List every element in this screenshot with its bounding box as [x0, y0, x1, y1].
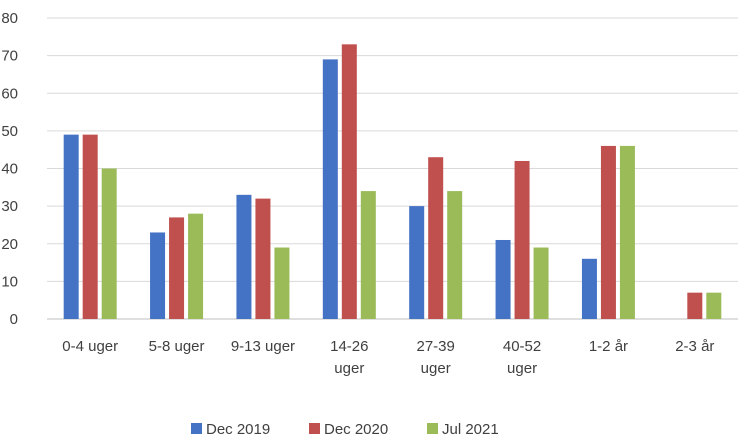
x-tick-label: 9-13 uger: [231, 338, 295, 355]
y-tick-label: 80: [1, 10, 18, 27]
x-tick-label: 0-4 uger: [62, 338, 118, 355]
y-tick-label: 10: [1, 273, 18, 290]
bar: [101, 168, 117, 319]
bar: [169, 217, 185, 319]
y-tick-label: 50: [1, 123, 18, 140]
y-tick-label: 0: [10, 311, 18, 328]
legend-swatch: [309, 423, 320, 434]
y-axis-ticks: 0 10 20 30 40 50 60 70 80: [1, 10, 18, 328]
bar: [428, 157, 444, 319]
y-tick-label: 60: [1, 85, 18, 102]
legend-swatch: [191, 423, 202, 434]
x-tick-label: uger: [421, 360, 451, 377]
bar: [150, 232, 166, 319]
x-tick-label: uger: [334, 360, 364, 377]
bar: [495, 239, 511, 319]
bar: [514, 160, 530, 319]
bar: [274, 247, 290, 319]
legend: Dec 2019 Dec 2020 Jul 2021: [191, 421, 499, 438]
bar: [447, 191, 463, 319]
x-axis-ticks: 0-4 uger 5-8 uger 9-13 uger 14-26 uger 27-39 u…: [62, 338, 714, 377]
legend-label: Dec 2019: [206, 421, 270, 438]
x-tick-label: 14-26: [330, 338, 368, 355]
legend-label: Jul 2021: [442, 421, 499, 438]
bar: [341, 44, 357, 320]
x-tick-label: 1-2 år: [589, 338, 628, 355]
bar: [63, 134, 79, 319]
x-tick-label: 40-52: [503, 338, 541, 355]
bar: [322, 59, 338, 319]
bar: [360, 191, 376, 319]
bar: [409, 206, 425, 319]
x-tick-label: 27-39: [417, 338, 455, 355]
bar: [687, 292, 703, 319]
bar: [581, 258, 597, 319]
bar: [255, 198, 271, 319]
bar: [706, 292, 722, 319]
legend-label: Dec 2020: [324, 421, 388, 438]
x-tick-label: 5-8 uger: [149, 338, 205, 355]
bar: [188, 213, 204, 319]
y-tick-label: 20: [1, 236, 18, 253]
bar: [236, 194, 252, 319]
x-tick-label: uger: [507, 360, 537, 377]
bar: [619, 145, 635, 319]
y-tick-label: 40: [1, 161, 18, 178]
y-tick-label: 70: [1, 48, 18, 65]
legend-swatch: [427, 423, 438, 434]
bar: [600, 145, 616, 319]
x-tick-label: 2-3 år: [675, 338, 714, 355]
y-tick-label: 30: [1, 198, 18, 215]
bar: [533, 247, 549, 319]
bar: [82, 134, 98, 319]
bars: [63, 44, 722, 320]
